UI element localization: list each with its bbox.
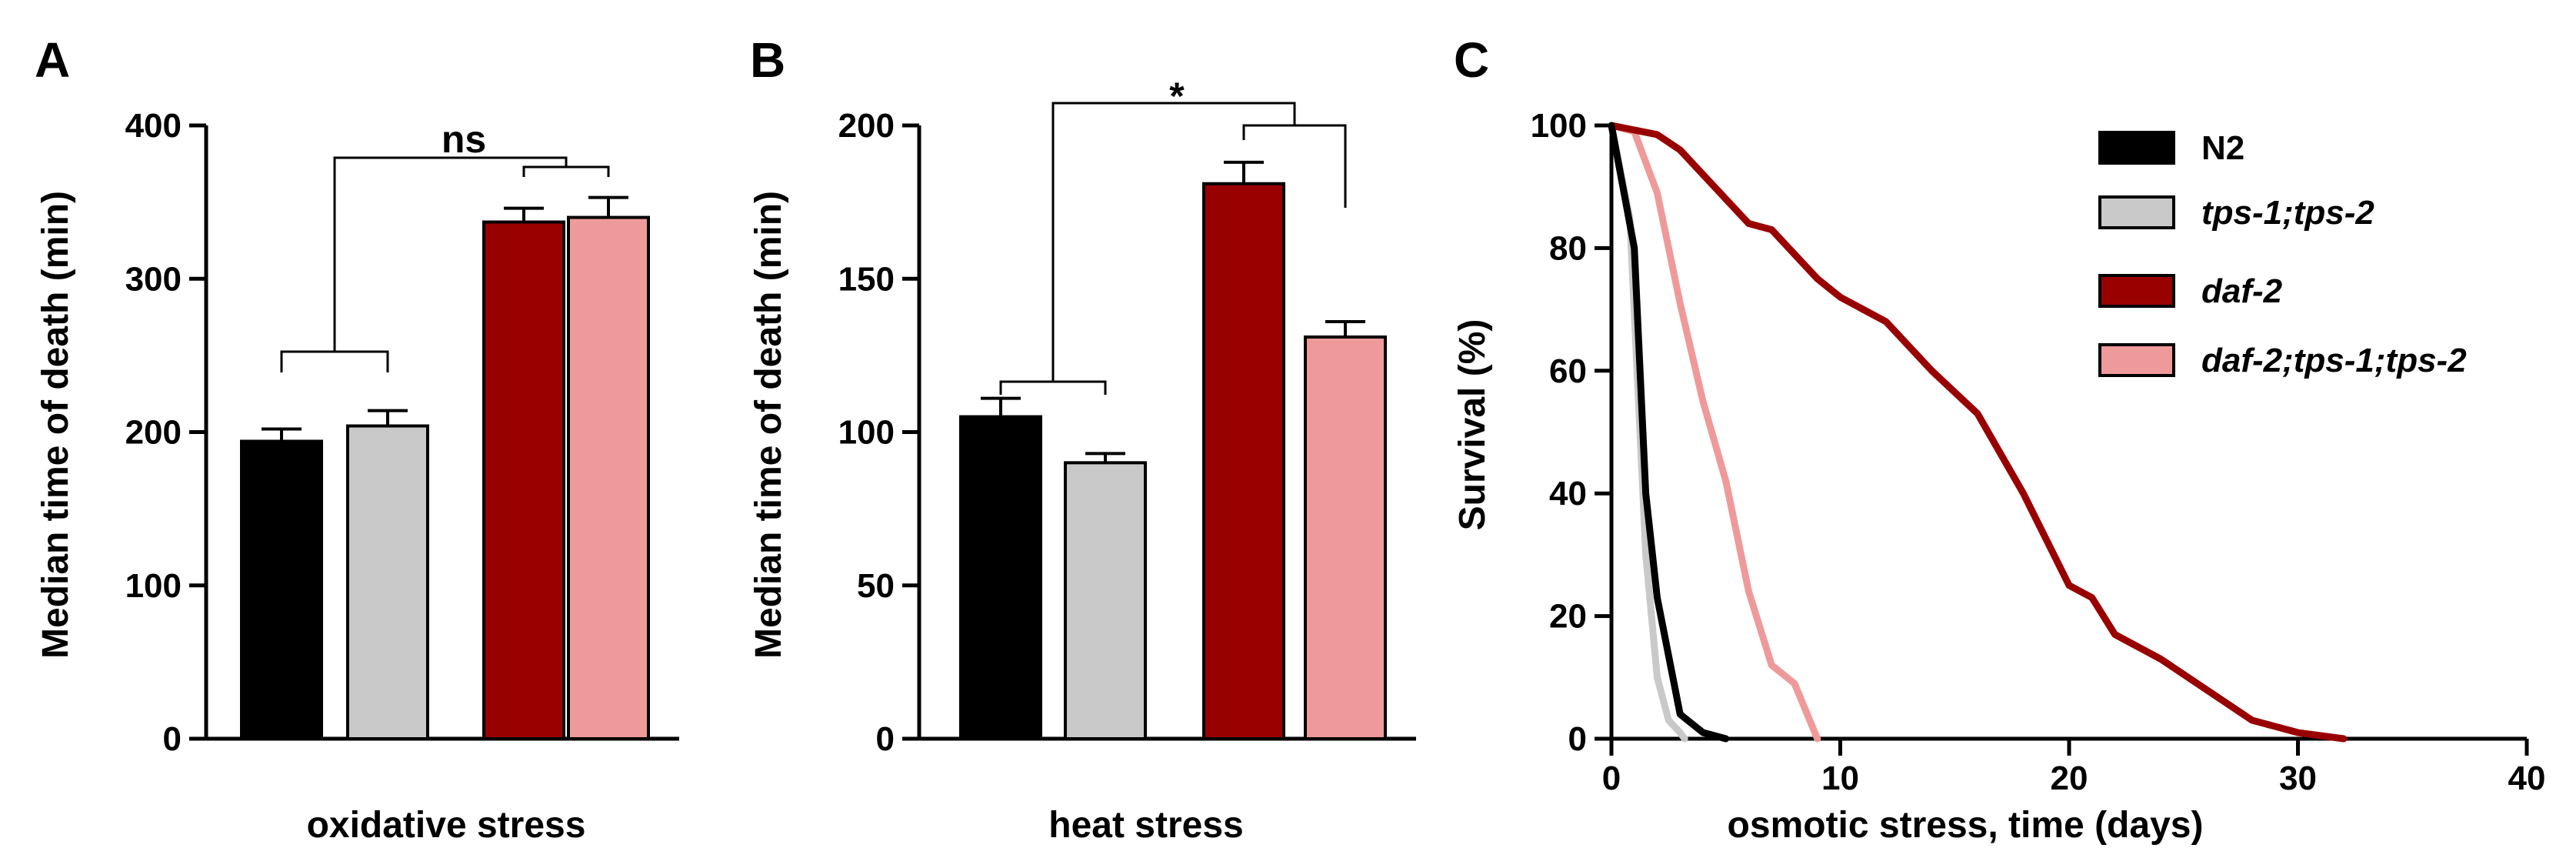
panel-b-x-axis-title: heat stress [1048,805,1243,846]
x-tick-label-10: 10 [1821,760,1859,797]
y-tick-label-50: 50 [857,567,895,605]
panel-b-y-axis-title: Median time of death (min) [748,191,789,659]
series-line-daf-2 [1608,122,2348,743]
y-tick-label-40: 40 [1549,475,1587,512]
panel-c-lines [1608,122,2348,743]
panel-c-ticks: 0 20 40 60 80 100 0 10 20 30 40 [1531,107,2546,797]
panel-c-line-chart: C Survival (%) osmotic stress, time (day… [1452,32,2545,846]
legend-label-daf2-tps: daf-2;tps-1;tps-2 [2201,342,2467,379]
y-tick-label-100: 100 [1531,107,1587,145]
y-tick-label-400: 400 [125,107,182,145]
panel-a-significance: ns [280,118,610,372]
y-tick-label-100: 100 [838,414,895,452]
panel-a-significance-label: ns [442,118,486,161]
legend-label-n2: N2 [2201,129,2244,167]
bar-daf-2 [1202,182,1285,740]
y-tick-label-60: 60 [1549,352,1587,390]
panel-b-bar-chart: B Median time of death (min) heat stress… [748,32,1416,846]
bar-n2 [240,439,323,741]
y-tick-label-0: 0 [163,720,182,758]
panel-b-letter: B [750,32,785,88]
y-tick-label-0: 0 [1568,720,1587,758]
y-tick-label-200: 200 [838,107,895,145]
series-line-tps-1-tps-2 [1608,122,1688,743]
bar-tps-1-tps-2 [1064,461,1147,740]
x-tick-label-40: 40 [2508,760,2546,797]
x-tick-label-20: 20 [2051,760,2088,797]
panel-c-x-axis-title: osmotic stress, time (days) [1728,805,2204,846]
panel-a-bars [240,195,650,741]
y-tick-label-20: 20 [1549,598,1587,636]
y-tick-label-150: 150 [838,260,895,298]
significance-bracket-3 [333,156,568,352]
y-tick-label-300: 300 [125,260,182,298]
x-tick-label-0: 0 [1602,760,1621,797]
bar-tps-1-tps-2 [346,424,429,741]
panel-b-significance: * [999,75,1347,395]
bar-n2 [959,415,1042,740]
panel-b-bars [959,160,1387,740]
significance-bracket-1 [280,350,389,372]
legend-swatch-n2 [2098,131,2175,165]
panel-a-letter: A [35,32,70,88]
legend-label-tps: tps-1;tps-2 [2201,194,2374,232]
panel-c-legend: N2 tps-1;tps-2 daf-2 daf-2;tps-1;tps-2 [2098,129,2467,379]
legend-swatch-daf2 [2098,274,2175,308]
series-line-n2 [1608,122,1730,743]
panel-a-y-axis-title: Median time of death (min) [35,191,76,659]
legend-label-daf2: daf-2 [2201,272,2283,310]
x-tick-label-30: 30 [2279,760,2317,797]
significance-bracket-2 [522,165,610,177]
panel-a-bar-chart: A Median time of death (min) oxidative s… [35,32,679,846]
y-tick-label-200: 200 [125,414,182,452]
legend-swatch-daf2-tps [2098,343,2175,377]
y-tick-label-100: 100 [125,567,182,605]
panel-b-significance-label: * [1169,75,1185,118]
significance-bracket-1 [999,380,1107,395]
bar-daf-2-tps-1-tps-2 [567,215,650,740]
bar-daf-2 [482,220,565,740]
y-tick-label-80: 80 [1549,229,1587,267]
panel-c-y-axis-title: Survival (%) [1452,319,1493,531]
panel-a-x-axis-title: oxidative stress [307,805,586,846]
significance-bracket-3 [1051,102,1296,382]
legend-swatch-tps [2098,195,2175,229]
y-tick-label-0: 0 [876,720,895,758]
panel-c-letter: C [1454,32,1489,88]
series-line-daf-2-tps-1-tps-2 [1608,122,1821,743]
bar-daf-2-tps-1-tps-2 [1304,335,1387,740]
